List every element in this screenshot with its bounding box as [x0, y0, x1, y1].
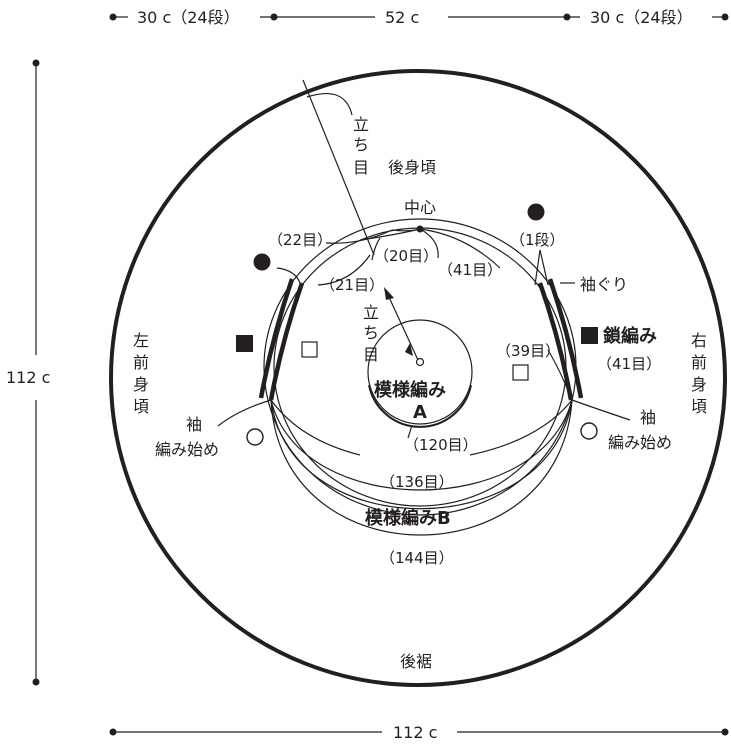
- top-dimension-line: [109, 13, 729, 21]
- label-chain-stitch: 鎖編み: [603, 325, 657, 347]
- left-front-char-4: 頃: [133, 397, 149, 416]
- count-22: （22目）: [268, 231, 332, 249]
- count-144: （144目）: [380, 549, 454, 567]
- label-back-body: 後身頃: [388, 158, 436, 177]
- open-square-right: [512, 364, 529, 381]
- open-circle-right: [580, 422, 598, 440]
- tachime-line: [302, 79, 375, 256]
- count-41b: （41目）: [597, 355, 661, 373]
- count-1dan: （1段）: [510, 231, 565, 249]
- filled-square-right: [581, 327, 598, 344]
- label-armhole: 袖ぐり: [580, 275, 628, 294]
- left-front-char-1: 左: [133, 331, 149, 350]
- pattern-a-circle: [367, 319, 473, 425]
- label-back-hem: 後裾: [400, 652, 432, 671]
- label-pattern-a-2: A: [413, 402, 427, 423]
- dim-top-right: 30 c（24段）: [590, 8, 693, 27]
- left-dimension-line: [32, 59, 40, 686]
- band-arc-2: [270, 399, 573, 510]
- pattern-a-lower-arc: [368, 384, 472, 428]
- tachime-char-2: ち: [353, 135, 369, 154]
- dim-left: 112 c: [6, 368, 50, 387]
- dim-top-center: 52 c: [385, 8, 419, 27]
- right-front-char-3: 身: [691, 375, 707, 394]
- left-front-char-3: 身: [133, 375, 149, 394]
- bottom-dimension-line: [109, 728, 729, 736]
- open-square-left: [301, 341, 318, 358]
- tachime-inner-char-2: ち: [363, 323, 379, 342]
- filled-circle-right: [527, 203, 545, 221]
- tachime-leader: [306, 93, 353, 116]
- outer-circle: [109, 69, 727, 687]
- filled-circle-left: [253, 253, 271, 271]
- leader-lines: [217, 228, 631, 456]
- label-sleeve-start-left: 編み始め: [155, 440, 219, 459]
- band-arc-3: [270, 399, 573, 536]
- filled-square-left: [236, 335, 253, 352]
- dim-bottom: 112 c: [393, 723, 437, 742]
- label-sleeve-right: 袖: [640, 408, 656, 427]
- tachime-char-1: 立: [353, 115, 369, 134]
- right-armhole: [537, 278, 584, 401]
- open-circle-left: [246, 428, 264, 446]
- label-sleeve-left: 袖: [186, 415, 202, 434]
- count-136: （136目）: [380, 473, 454, 491]
- label-pattern-b: 模様編みB: [365, 507, 451, 529]
- label-sleeve-start-right: 編み始め: [608, 433, 672, 452]
- dim-top-left: 30 c（24段）: [137, 8, 240, 27]
- count-41a: （41目）: [438, 261, 502, 279]
- left-armhole: [258, 278, 305, 401]
- pattern-a-arrow: [384, 287, 425, 367]
- tachime-char-3: 目: [353, 158, 369, 177]
- count-20: （20目）: [374, 247, 438, 265]
- label-pattern-a-1: 模様編み: [374, 379, 446, 401]
- count-120: （120目）: [404, 436, 478, 454]
- right-front-char-2: 前: [691, 353, 707, 372]
- count-21: （21目）: [320, 276, 384, 294]
- label-center: 中心: [404, 198, 436, 217]
- band-arc-1: [270, 399, 573, 491]
- count-39: （39目）: [496, 342, 560, 360]
- tachime-inner-char-3: 目: [363, 345, 379, 364]
- right-front-char-1: 右: [691, 331, 707, 350]
- right-front-char-4: 頃: [691, 397, 707, 416]
- tachime-inner-char-1: 立: [363, 303, 379, 322]
- left-front-char-2: 前: [133, 353, 149, 372]
